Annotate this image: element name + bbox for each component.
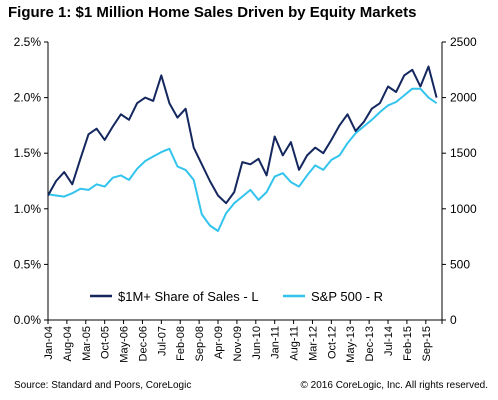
chart-axes: 0.0% 0.5% 1.0% 1.5% 2.0% 2.5% 0 500 1000 1500 2000… xyxy=(14,35,477,363)
x-axis-tick-label: Feb-15 xyxy=(402,326,414,361)
chart-legend: $1M+ Share of Sales - L S&P 500 - R xyxy=(90,289,383,304)
x-axis-tick-label: May-13 xyxy=(345,326,357,363)
right-axis-tick-label: 2500 xyxy=(450,35,477,49)
copyright-note: © 2016 CoreLogic, Inc. All rights reserv… xyxy=(300,380,488,391)
x-axis-tick-label: Jan-04 xyxy=(43,326,55,360)
left-axis-tick-label: 1.0% xyxy=(14,202,42,216)
left-axis-tick-label: 0.5% xyxy=(14,257,42,271)
x-axis-tick-label: Apr-09 xyxy=(213,326,225,359)
x-axis-tick-label: Mar-12 xyxy=(307,326,319,361)
x-axis-tick-label: Oct-12 xyxy=(326,326,338,359)
x-axis-tick-label: Feb-08 xyxy=(175,326,187,361)
source-note: Source: Standard and Poors, CoreLogic xyxy=(14,380,192,391)
x-axis-tick-label: Sep-15 xyxy=(421,326,433,361)
share-of-sales-line xyxy=(47,65,438,205)
x-axis-tick-label: Aug-04 xyxy=(62,326,74,361)
x-axis-tick-label: Mar-05 xyxy=(81,326,93,361)
x-axis-tick-label: Dec-13 xyxy=(364,326,376,361)
chart-lines xyxy=(47,65,438,232)
x-axis-tick-label: Oct-05 xyxy=(100,326,112,359)
left-axis-tick-label: 2.0% xyxy=(14,91,42,105)
x-axis-tick-label: Jan-11 xyxy=(270,326,282,359)
x-axis-tick-label: Jul-14 xyxy=(383,326,395,356)
left-axis-tick-label: 0.0% xyxy=(14,313,42,327)
legend-label-share: $1M+ Share of Sales - L xyxy=(118,289,259,304)
x-axis-tick-label: Sep-08 xyxy=(194,326,206,361)
x-axis-tick-label: Aug-11 xyxy=(289,326,301,361)
chart-title: Figure 1: $1 Million Home Sales Driven b… xyxy=(8,4,417,21)
sp500-line xyxy=(47,87,438,232)
left-axis-tick-label: 2.5% xyxy=(14,35,42,49)
right-axis-tick-label: 1500 xyxy=(450,146,477,160)
x-axis-tick-label: Nov-09 xyxy=(232,326,244,361)
x-axis-tick-label: Dec-06 xyxy=(137,326,149,361)
right-axis-tick-label: 2000 xyxy=(450,91,477,105)
legend-label-sp500: S&P 500 - R xyxy=(311,289,383,304)
left-axis-tick-label: 1.5% xyxy=(14,146,42,160)
x-axis-tick-label: Jun-10 xyxy=(251,326,263,360)
right-axis-tick-label: 1000 xyxy=(450,202,477,216)
right-axis-tick-label: 500 xyxy=(450,257,470,271)
x-axis-tick-label: Jul-07 xyxy=(156,326,168,356)
x-axis-tick-label: May-06 xyxy=(119,326,131,363)
right-axis-tick-label: 0 xyxy=(450,313,457,327)
